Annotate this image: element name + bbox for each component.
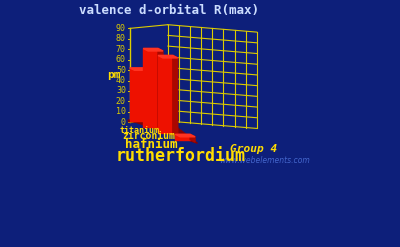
Polygon shape	[173, 56, 178, 135]
Polygon shape	[175, 134, 195, 137]
Text: www.webelements.com: www.webelements.com	[220, 156, 310, 165]
Text: 50: 50	[116, 66, 126, 75]
Polygon shape	[130, 68, 149, 70]
Polygon shape	[130, 68, 144, 121]
Text: valence d-orbital R(max): valence d-orbital R(max)	[79, 4, 259, 17]
Text: Group 4: Group 4	[230, 144, 277, 154]
Text: 60: 60	[116, 55, 126, 64]
Text: 70: 70	[116, 45, 126, 54]
Text: 40: 40	[116, 76, 126, 85]
Text: zirconium: zirconium	[122, 131, 175, 141]
Text: 0: 0	[121, 118, 126, 127]
Polygon shape	[158, 56, 173, 133]
Polygon shape	[143, 48, 158, 127]
Text: rutherfordium: rutherfordium	[116, 147, 246, 165]
Polygon shape	[190, 134, 195, 142]
Text: pm: pm	[107, 70, 120, 80]
Text: 10: 10	[116, 107, 126, 116]
Text: titanium: titanium	[120, 126, 160, 135]
Text: 90: 90	[116, 24, 126, 33]
Polygon shape	[175, 134, 190, 140]
Text: 80: 80	[116, 34, 126, 43]
Text: 30: 30	[116, 86, 126, 96]
Polygon shape	[158, 56, 178, 58]
Polygon shape	[128, 120, 198, 143]
Text: 20: 20	[116, 97, 126, 106]
Text: hafnium: hafnium	[125, 138, 177, 151]
Polygon shape	[144, 68, 149, 124]
Polygon shape	[143, 48, 163, 51]
Polygon shape	[158, 48, 163, 129]
